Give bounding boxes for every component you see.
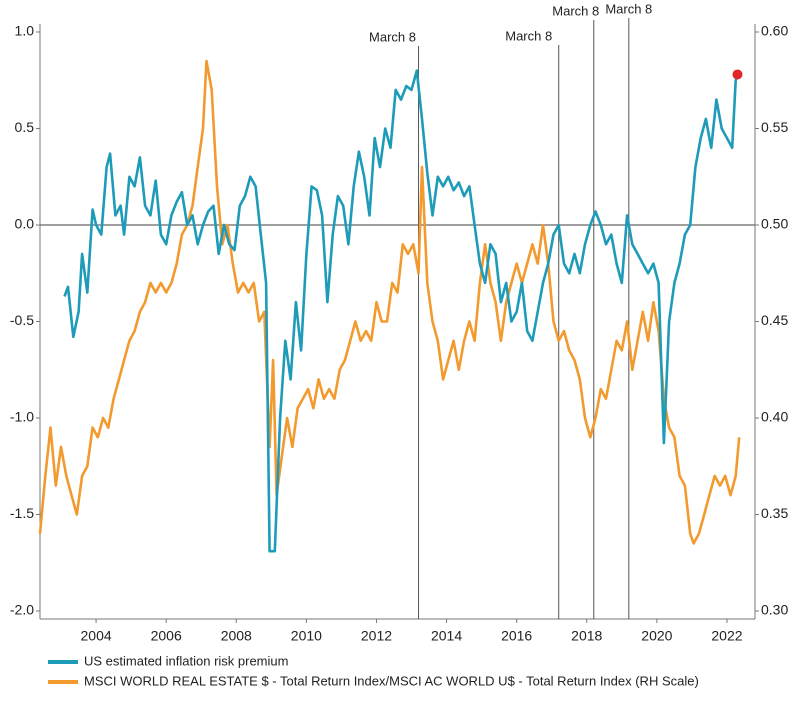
legend-label: US estimated inflation risk premium: [84, 653, 288, 668]
y-tick-label: -0.5: [10, 312, 34, 328]
y-tick-label: -1.0: [10, 409, 34, 425]
y-tick-label: 0.0: [15, 216, 35, 232]
annotation-label: March 8: [552, 3, 599, 18]
x-tick-label: 2020: [641, 628, 672, 644]
x-tick-label: 2016: [501, 628, 532, 644]
y2-tick-label: 0.35: [761, 505, 788, 521]
y2-tick-label: 0.30: [761, 602, 788, 618]
y-tick-label: 0.5: [15, 119, 35, 135]
y2-tick-label: 0.60: [761, 23, 788, 39]
x-tick-label: 2010: [291, 628, 322, 644]
y-tick-label: 1.0: [15, 23, 35, 39]
x-tick-label: 2004: [81, 628, 112, 644]
x-tick-label: 2006: [151, 628, 182, 644]
x-tick-label: 2014: [431, 628, 462, 644]
annotation-label: March 8: [505, 28, 552, 43]
legend-label: MSCI WORLD REAL ESTATE $ - Total Return …: [84, 673, 699, 688]
y-tick-label: -1.5: [10, 505, 34, 521]
annotation-label: March 8: [605, 1, 652, 16]
y2-tick-label: 0.40: [761, 409, 788, 425]
y2-tick-label: 0.55: [761, 119, 788, 135]
x-tick-label: 2018: [571, 628, 602, 644]
data-line: [63, 69, 741, 553]
y2-tick-label: 0.45: [761, 312, 788, 328]
data-line: [38, 59, 741, 545]
x-tick-label: 2008: [221, 628, 252, 644]
y2-tick-label: 0.50: [761, 216, 788, 232]
end-marker: [732, 69, 743, 80]
x-tick-label: 2012: [361, 628, 392, 644]
x-tick-label: 2022: [711, 628, 742, 644]
y-tick-label: -2.0: [10, 602, 34, 618]
annotation-label: March 8: [369, 29, 416, 44]
